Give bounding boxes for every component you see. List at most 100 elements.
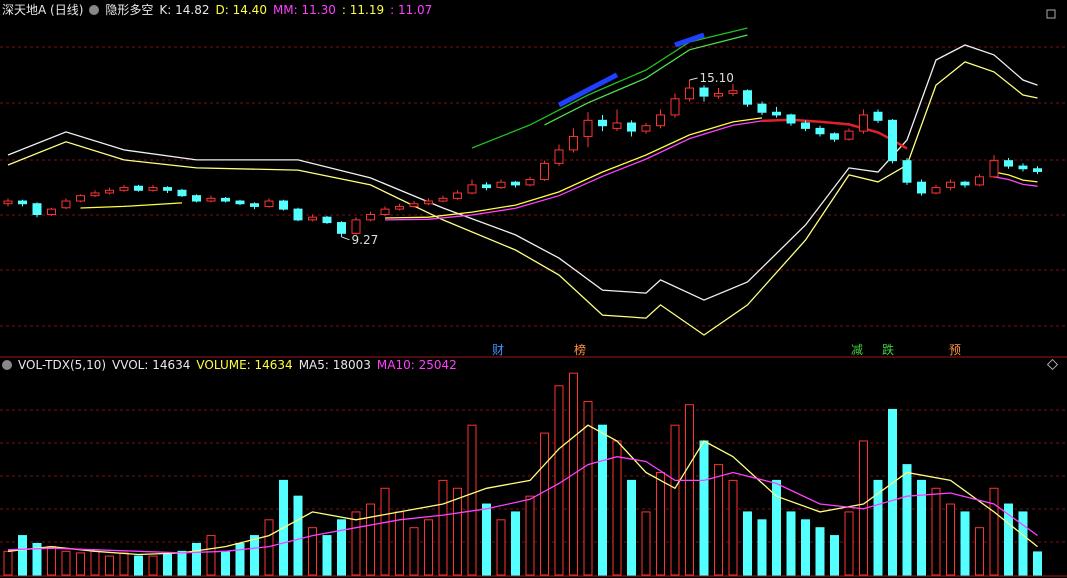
indicator-line bbox=[544, 34, 748, 126]
volume-bar bbox=[496, 519, 506, 576]
candle-body bbox=[1033, 168, 1042, 172]
candle-body bbox=[3, 200, 13, 205]
volume-bar bbox=[366, 503, 375, 576]
candle-body bbox=[975, 176, 984, 186]
candle-body bbox=[772, 111, 781, 116]
volume-bar bbox=[554, 385, 564, 576]
volume-bar bbox=[380, 487, 390, 576]
candle-body bbox=[90, 192, 100, 197]
candle-body bbox=[105, 189, 114, 194]
volume-bar bbox=[221, 550, 230, 576]
volume-bar bbox=[250, 535, 259, 576]
volume-bar bbox=[18, 535, 27, 576]
annotation: 9.27 bbox=[352, 233, 379, 247]
candle-body bbox=[18, 200, 27, 205]
window-button[interactable] bbox=[1046, 358, 1059, 371]
volume-bar bbox=[47, 546, 56, 576]
candle-body bbox=[670, 98, 680, 116]
volume-bar bbox=[192, 542, 201, 576]
volume-bar bbox=[598, 424, 607, 576]
volume-bar bbox=[235, 542, 245, 576]
candle-body bbox=[844, 130, 854, 140]
candle-body bbox=[235, 200, 245, 205]
candle-body bbox=[641, 125, 651, 132]
header-value: : 11.19 bbox=[341, 2, 385, 17]
candle-body bbox=[786, 114, 796, 124]
candle-body bbox=[76, 195, 85, 202]
volume-bar bbox=[1018, 511, 1028, 576]
event-marker[interactable]: 榜 bbox=[574, 342, 586, 357]
volume-bar bbox=[395, 511, 404, 576]
indicator-line bbox=[7, 61, 1038, 336]
candle-body bbox=[743, 90, 752, 105]
candle-body bbox=[960, 181, 970, 186]
volume-bar bbox=[424, 519, 433, 576]
candle-body bbox=[47, 208, 56, 215]
indicator-line bbox=[384, 120, 1038, 221]
event-marker[interactable]: 减 bbox=[851, 343, 863, 357]
candle-body bbox=[830, 133, 839, 140]
volume-bar bbox=[873, 479, 883, 576]
volume-bar bbox=[627, 479, 636, 576]
title: 深天地A (日线) bbox=[2, 3, 84, 17]
candle-body bbox=[163, 187, 172, 191]
volume-bar bbox=[119, 552, 129, 576]
candle-body bbox=[366, 213, 375, 221]
volume-bar bbox=[409, 527, 419, 576]
annotation-pointer bbox=[689, 77, 698, 81]
volume-bar bbox=[844, 511, 854, 576]
candle-body bbox=[757, 103, 767, 113]
header-value: MA5: 18003 bbox=[298, 358, 371, 372]
candle-body bbox=[902, 160, 912, 183]
candle-body bbox=[351, 219, 361, 234]
event-marker[interactable]: 财 bbox=[492, 343, 504, 357]
volume-bar bbox=[989, 487, 999, 576]
candle-body bbox=[583, 119, 593, 137]
candle-body bbox=[931, 187, 941, 194]
volume-bar bbox=[830, 535, 839, 576]
volume-bar bbox=[888, 408, 897, 576]
icon[interactable] bbox=[89, 4, 100, 15]
price-header: 深天地A (日线) 隐形多空 K: 14.82 D: 14.40 MM: 11.30… bbox=[2, 1, 432, 18]
icon[interactable] bbox=[2, 360, 12, 370]
candle-body bbox=[206, 197, 216, 202]
volume-bar bbox=[322, 535, 332, 576]
candle-body bbox=[685, 87, 694, 100]
candle-body bbox=[946, 181, 955, 189]
volume-bar bbox=[540, 432, 549, 576]
candle-body bbox=[395, 205, 404, 210]
candle-body bbox=[308, 216, 317, 221]
volume-bar bbox=[3, 550, 13, 576]
volume-bar bbox=[757, 519, 767, 576]
candle-body bbox=[337, 222, 346, 234]
annotation: 15.10 bbox=[700, 71, 734, 85]
indicator-line bbox=[80, 117, 1038, 219]
indicator-line bbox=[471, 27, 748, 149]
candle-body bbox=[511, 181, 520, 186]
volume-bar bbox=[670, 424, 680, 576]
candle-body bbox=[322, 216, 332, 224]
volume-bar bbox=[337, 519, 346, 576]
candle-body bbox=[1004, 160, 1013, 167]
indicator-line bbox=[7, 424, 1038, 556]
volume-bar bbox=[772, 479, 781, 576]
candle-body bbox=[409, 203, 419, 207]
event-marker[interactable]: 预 bbox=[949, 343, 961, 357]
candle-body bbox=[525, 179, 535, 186]
candle-body bbox=[873, 111, 883, 121]
candle-body bbox=[859, 114, 868, 132]
volume-bar bbox=[743, 511, 752, 576]
volume-bar bbox=[960, 511, 970, 576]
volume-bar bbox=[975, 527, 984, 576]
volume-bar bbox=[163, 554, 172, 576]
annotation-pointer bbox=[341, 236, 350, 241]
header-value: MM: 11.30 bbox=[272, 2, 336, 17]
event-marker[interactable]: 跌 bbox=[882, 342, 894, 357]
volume-bar bbox=[482, 503, 491, 576]
volume-bar bbox=[467, 424, 477, 576]
candle-body bbox=[424, 200, 433, 205]
volume-bar bbox=[438, 479, 448, 576]
volume-bar bbox=[815, 527, 825, 576]
window-button[interactable] bbox=[1046, 9, 1056, 19]
volume-bar bbox=[714, 464, 723, 576]
